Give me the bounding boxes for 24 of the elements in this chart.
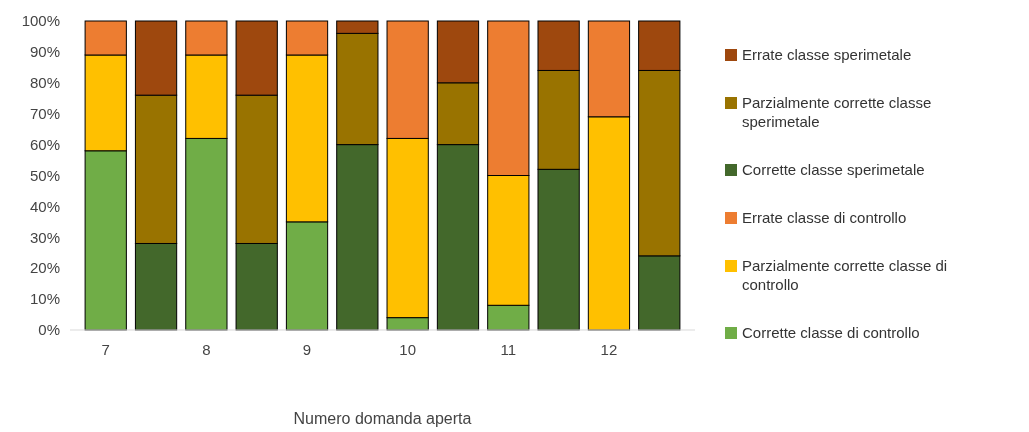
x-tick-label: 11	[500, 341, 517, 358]
legend-label: Corrette classe sperimetale	[742, 161, 925, 178]
legend-label: Corrette classe di controllo	[742, 324, 920, 341]
y-tick-label: 30%	[29, 228, 60, 246]
x-axis-title: Numero domanda aperta	[293, 410, 472, 427]
y-tick-label: 100%	[21, 12, 60, 30]
x-tick-label: 9	[302, 341, 312, 358]
y-tick-label: 20%	[29, 259, 60, 277]
x-tick-label: 8	[202, 341, 211, 358]
y-tick-label: 0%	[38, 321, 60, 339]
y-tick-label: 10%	[29, 290, 60, 308]
x-tick-label: 12	[600, 341, 618, 358]
legend-label: Parzialmente corrette classe di controllo	[742, 257, 948, 293]
y-tick-label: 90%	[29, 43, 60, 61]
legend-label: Parzialmente corrette classe sperimetale	[742, 94, 932, 130]
y-tick-label: 50%	[29, 166, 60, 184]
x-tick-label: 7	[101, 341, 110, 358]
y-tick-label: 40%	[29, 197, 60, 215]
y-tick-label: 70%	[29, 104, 60, 122]
y-tick-label: 60%	[29, 135, 60, 153]
legend-label: Errate classe di controllo	[742, 209, 907, 226]
y-tick-label: 80%	[29, 74, 60, 92]
x-tick-label: 10	[399, 341, 416, 358]
legend-label: Errate classe sperimetale	[742, 46, 912, 63]
